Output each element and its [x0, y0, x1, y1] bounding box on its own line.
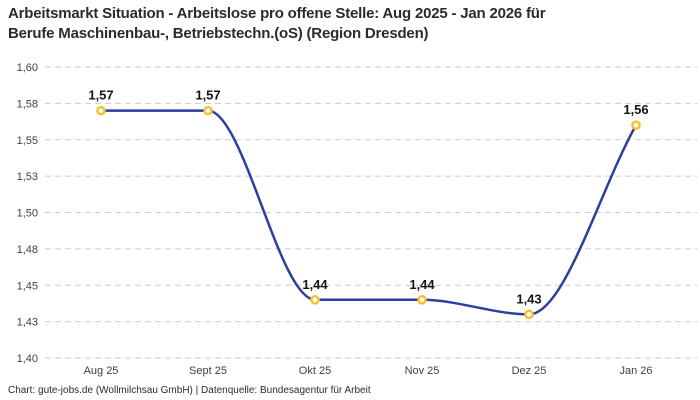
x-tick-label: Aug 25: [84, 365, 119, 377]
data-point-marker[interactable]: [203, 105, 213, 116]
y-tick-label: 1,53: [17, 171, 38, 183]
y-tick-label: 1,50: [17, 208, 38, 220]
data-point-marker[interactable]: [310, 294, 320, 305]
chart-title-line1: Arbeitsmarkt Situation - Arbeitslose pro…: [8, 5, 546, 22]
y-tick-label: 1,58: [17, 98, 38, 110]
data-point-marker[interactable]: [631, 120, 641, 130]
x-tick-label: Okt 25: [299, 365, 331, 377]
data-point-label: 1,43: [516, 291, 541, 306]
y-tick-label: 1,48: [17, 244, 38, 256]
x-tick-label: Sept 25: [189, 365, 227, 377]
y-tick-label: 1,60: [17, 62, 38, 74]
data-point-marker[interactable]: [524, 309, 534, 320]
data-point-label: 1,44: [409, 277, 435, 292]
y-tick-label: 1,45: [17, 280, 38, 292]
y-tick-label: 1,43: [17, 317, 38, 329]
chart-attribution: Chart: gute-jobs.de (Wollmilchsau GmbH) …: [8, 385, 371, 396]
chart-title-line2: Berufe Maschinenbau-, Betriebstechn.(oS)…: [8, 25, 429, 42]
y-tick-label: 1,55: [17, 135, 38, 147]
x-tick-label: Nov 25: [405, 365, 440, 377]
data-point-marker[interactable]: [96, 105, 106, 116]
x-tick-label: Dez 25: [512, 365, 547, 377]
data-point-marker[interactable]: [417, 294, 427, 305]
data-point-label: 1,57: [88, 88, 113, 103]
chart-title: Arbeitsmarkt Situation - Arbeitslose pro…: [8, 4, 546, 44]
data-point-label: 1,44: [302, 277, 328, 292]
data-point-label: 1,57: [195, 88, 220, 103]
data-point-label: 1,56: [623, 102, 648, 117]
x-tick-label: Jan 26: [619, 365, 652, 377]
y-tick-label: 1,40: [17, 353, 38, 365]
